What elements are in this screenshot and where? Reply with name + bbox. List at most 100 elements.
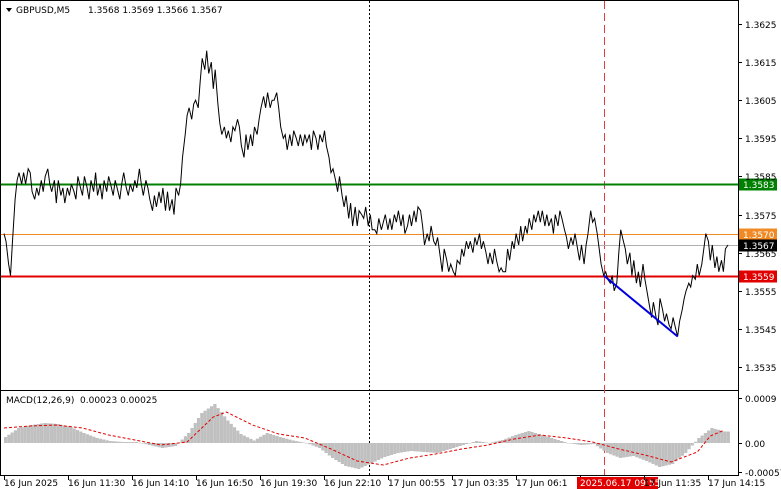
macd-bar bbox=[92, 436, 96, 443]
level-badge-gray bbox=[739, 239, 777, 252]
time-highlight-badge bbox=[577, 477, 658, 489]
macd-bar bbox=[255, 438, 259, 443]
macd-bar bbox=[13, 430, 18, 443]
macd-bar bbox=[141, 443, 145, 444]
time-tick-label: 17 Jun 11:35 bbox=[644, 479, 701, 489]
macd-bar bbox=[484, 442, 488, 443]
macd-bar bbox=[690, 443, 694, 446]
macd-bar bbox=[419, 443, 423, 452]
macd-bar bbox=[576, 443, 580, 445]
level-badge-label-red: 1.3559 bbox=[743, 273, 775, 283]
macd-bar bbox=[550, 438, 554, 443]
macd-bar bbox=[537, 434, 541, 443]
macd-bar bbox=[262, 434, 266, 443]
macd-bar bbox=[432, 443, 436, 453]
macd-bar bbox=[716, 429, 721, 443]
macd-bar bbox=[180, 439, 184, 443]
macd-bar bbox=[223, 416, 227, 443]
macd-bar bbox=[72, 428, 76, 443]
macd-bar bbox=[229, 423, 233, 443]
price-axis: 1.3625 1.3615 1.3605 1.3595 1.3585 1.3575 1.35… bbox=[738, 21, 777, 374]
trend-line[interactable] bbox=[603, 274, 679, 338]
macd-bar bbox=[644, 443, 649, 461]
macd-bar bbox=[442, 443, 446, 451]
macd-bar bbox=[579, 443, 583, 445]
macd-bar bbox=[210, 406, 214, 443]
macd-bar bbox=[102, 439, 106, 443]
macd-bar bbox=[49, 423, 53, 443]
macd-bar bbox=[268, 434, 273, 443]
macd-bar bbox=[438, 443, 443, 452]
macd-bar bbox=[553, 439, 557, 443]
macd-bar bbox=[170, 443, 174, 447]
macd-bar bbox=[43, 423, 47, 443]
macd-bar bbox=[370, 443, 374, 463]
macd-bar bbox=[445, 443, 449, 450]
price-tick-label: 1.3575 bbox=[745, 212, 777, 222]
macd-bar bbox=[720, 430, 724, 443]
macd-bar bbox=[412, 443, 416, 452]
macd-bar bbox=[190, 428, 194, 443]
macd-bar bbox=[187, 433, 191, 443]
macd-bar bbox=[10, 432, 14, 443]
price-tick-label: 1.3585 bbox=[745, 173, 777, 183]
macd-bar bbox=[546, 437, 551, 443]
macd-bar bbox=[589, 443, 593, 445]
time-tick-label: 16 Jun 11:30 bbox=[68, 479, 125, 489]
macd-bar bbox=[465, 443, 469, 444]
macd-bar bbox=[62, 425, 67, 443]
macd-bar bbox=[572, 443, 577, 444]
macd-bar bbox=[654, 443, 658, 466]
macd-bar bbox=[468, 443, 472, 444]
macd-bar bbox=[95, 438, 99, 443]
time-tick-label: 16 Jun 16:50 bbox=[196, 479, 253, 489]
time-tick-label: 16 Jun 14:10 bbox=[132, 479, 189, 489]
price-tick-label: 1.3615 bbox=[745, 59, 777, 69]
macd-bar bbox=[435, 443, 439, 453]
macd-bar bbox=[118, 441, 122, 443]
macd-bar bbox=[105, 440, 109, 443]
time-tick-label: 17 Jun 14:15 bbox=[708, 479, 765, 489]
macd-bar bbox=[461, 443, 466, 445]
macd-bar bbox=[671, 443, 675, 464]
macd-bar bbox=[236, 430, 240, 443]
macd-bar bbox=[301, 442, 305, 443]
time-tick-label: 16 Jun 22:10 bbox=[324, 479, 381, 489]
macd-bar bbox=[530, 432, 534, 443]
macd-bar bbox=[174, 443, 178, 446]
macd-bar bbox=[265, 433, 269, 443]
macd-bar bbox=[281, 437, 286, 443]
macd-bar bbox=[20, 427, 24, 443]
macd-axis: 0.0009 0.00 -0.00057 bbox=[738, 395, 781, 479]
macd-bar bbox=[510, 436, 515, 443]
macd-bar bbox=[59, 424, 63, 443]
dropdown-triangle-icon[interactable] bbox=[6, 8, 12, 12]
macd-bar bbox=[219, 412, 224, 443]
macd-bar bbox=[327, 443, 331, 456]
macd-bar bbox=[249, 438, 253, 443]
macd-bar bbox=[491, 442, 495, 443]
macd-bar bbox=[23, 426, 27, 443]
macd-bar bbox=[298, 441, 302, 443]
macd-bar bbox=[674, 443, 678, 462]
macd-bar bbox=[75, 430, 80, 443]
macd-bar bbox=[308, 443, 312, 445]
macd-bar bbox=[648, 443, 652, 463]
macd-bar bbox=[30, 425, 34, 443]
macd-bar bbox=[406, 443, 410, 452]
macd-bar bbox=[697, 438, 701, 443]
macd-bar bbox=[396, 443, 400, 453]
macd-bar bbox=[317, 443, 322, 448]
macd-bar bbox=[350, 443, 354, 468]
macd-bar bbox=[311, 443, 315, 446]
macd-bar bbox=[66, 426, 70, 443]
price-tick-label: 1.3595 bbox=[745, 135, 777, 145]
macd-bar bbox=[56, 424, 60, 443]
macd-bar bbox=[726, 431, 730, 443]
macd-bar bbox=[124, 442, 129, 443]
level-badge-orange bbox=[739, 228, 777, 241]
macd-bar bbox=[295, 441, 299, 443]
macd-bar bbox=[448, 443, 452, 449]
macd-bar bbox=[183, 436, 188, 443]
